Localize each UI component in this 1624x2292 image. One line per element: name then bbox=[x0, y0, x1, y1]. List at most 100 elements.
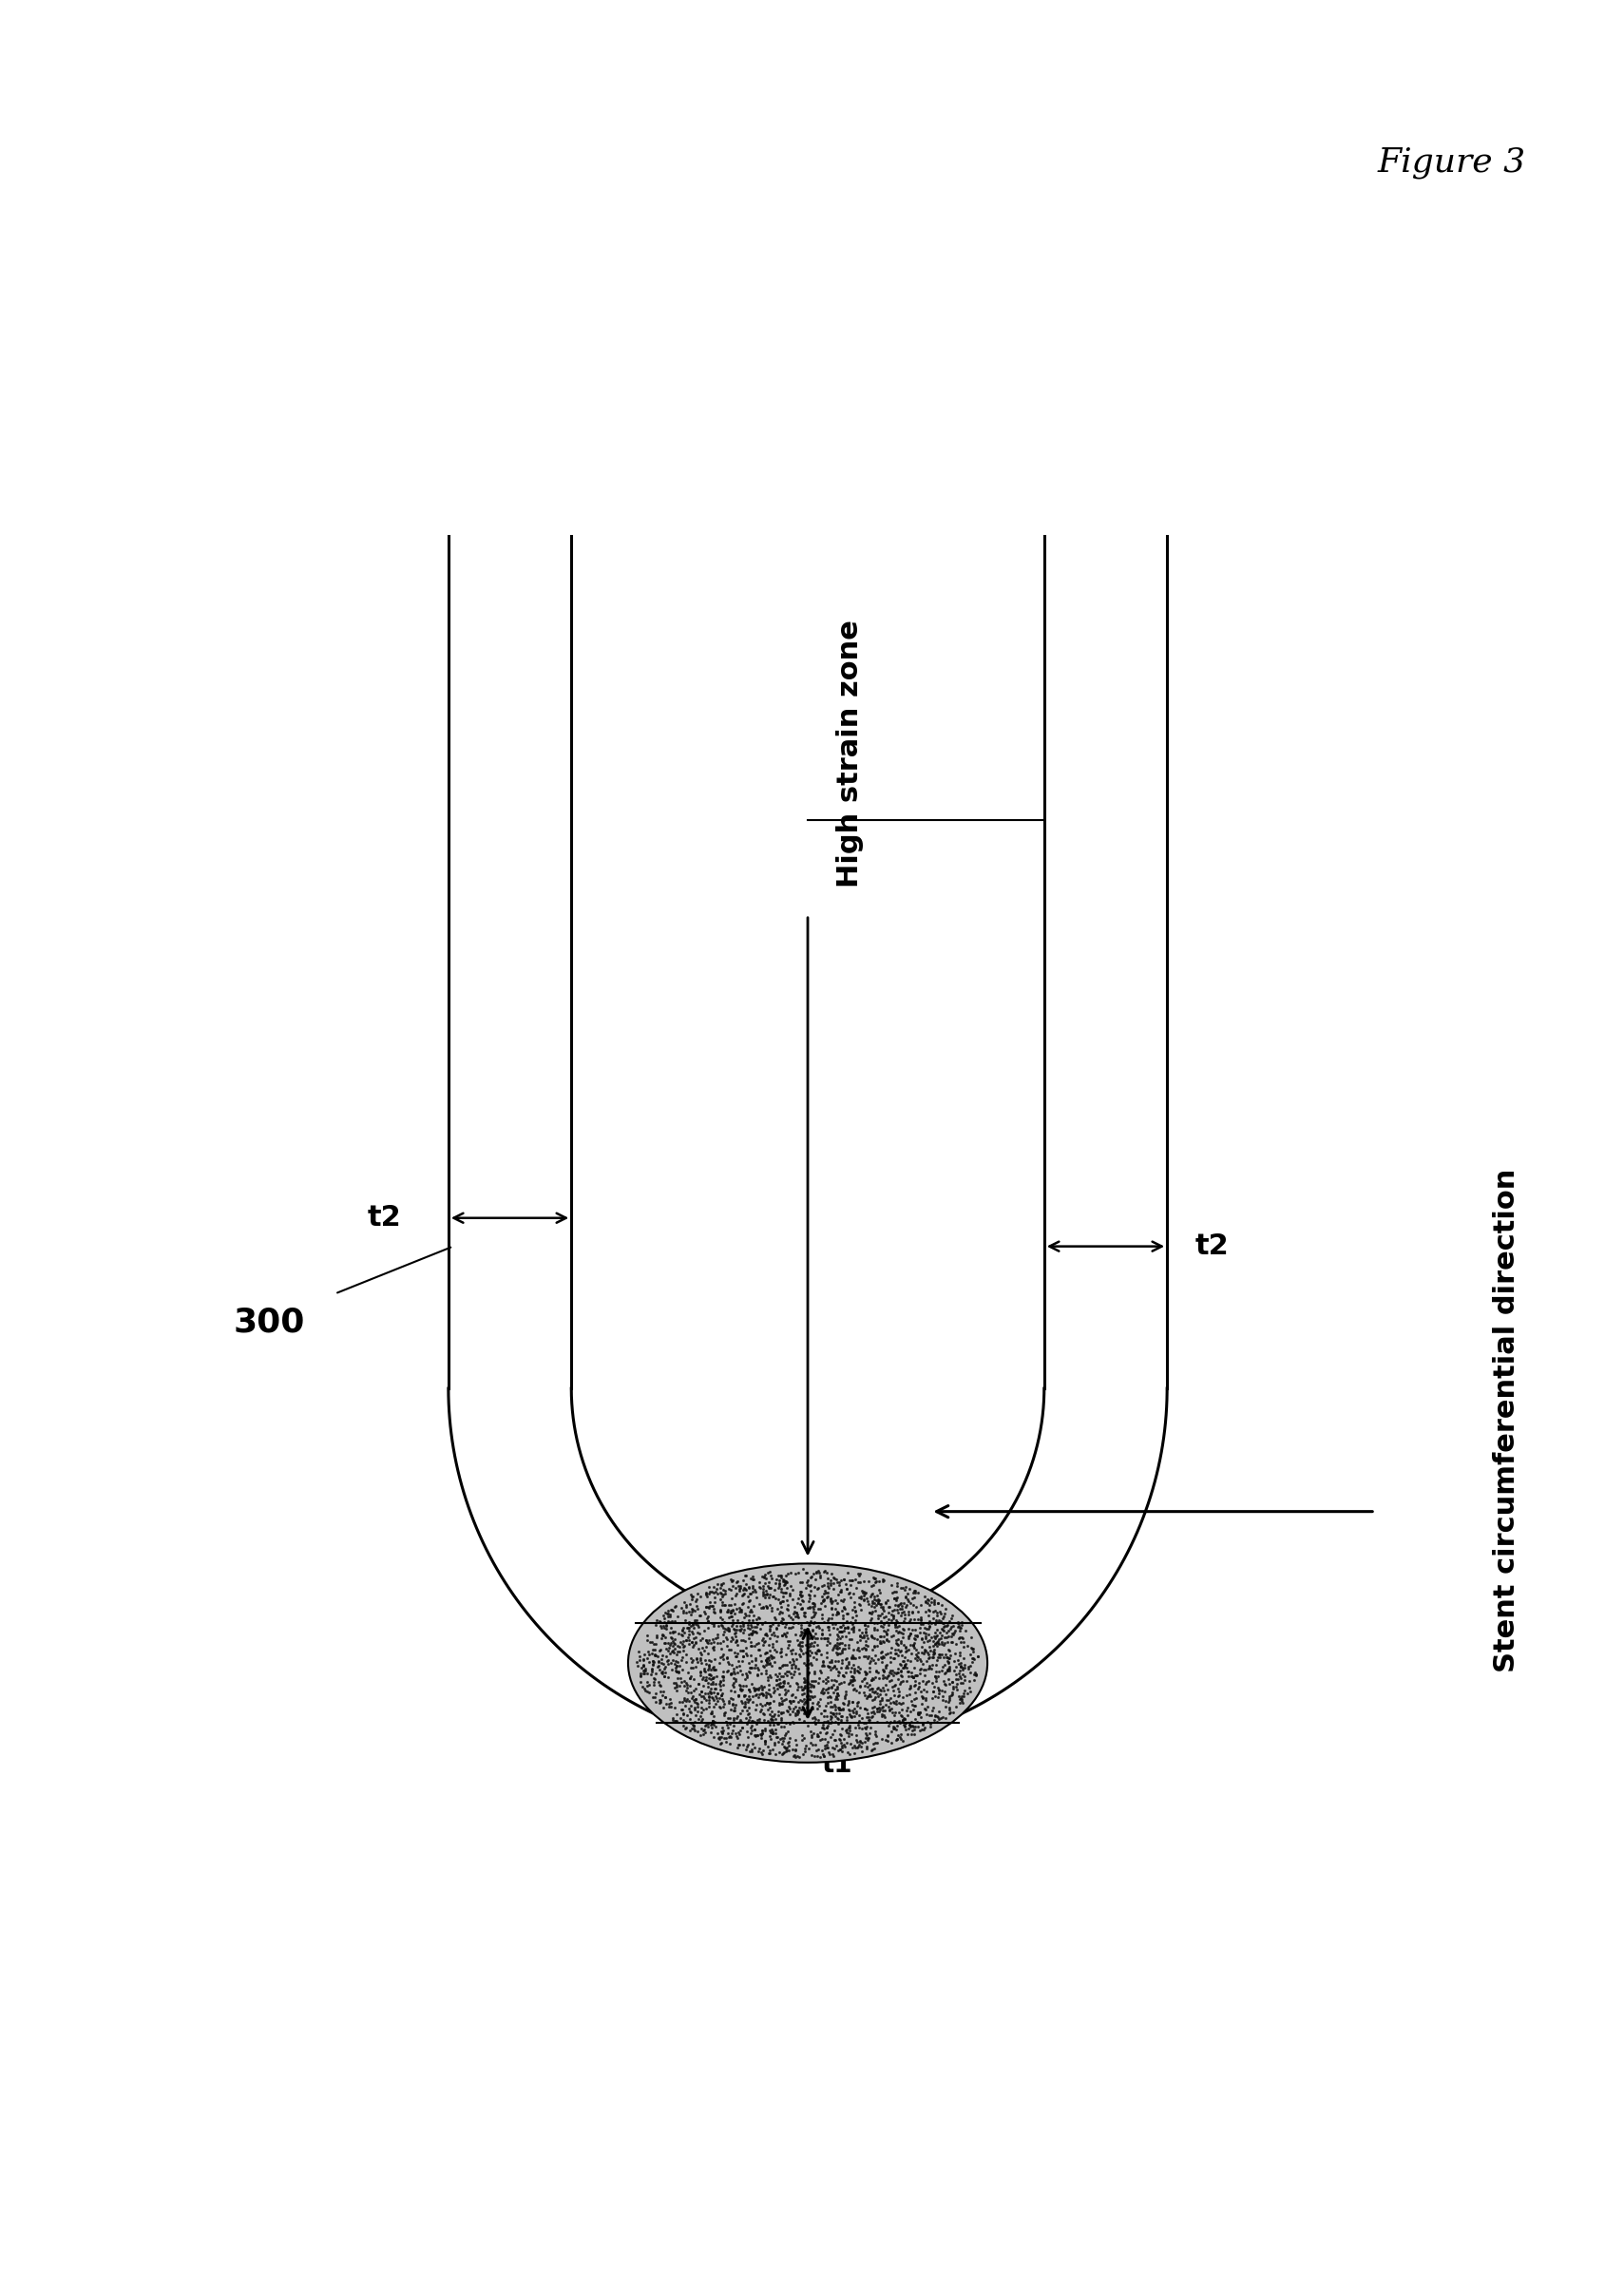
Point bbox=[802, 1705, 828, 1742]
Point bbox=[801, 1604, 827, 1641]
Point bbox=[888, 1657, 914, 1694]
Point bbox=[633, 1673, 659, 1710]
Point bbox=[903, 1680, 929, 1717]
Point bbox=[658, 1591, 684, 1627]
Point bbox=[630, 1669, 656, 1705]
Point bbox=[723, 1639, 749, 1675]
Point bbox=[648, 1641, 674, 1678]
Point bbox=[861, 1565, 887, 1602]
Point bbox=[643, 1685, 669, 1721]
Point bbox=[736, 1719, 762, 1756]
Point bbox=[706, 1591, 732, 1627]
Point bbox=[908, 1607, 934, 1643]
Point bbox=[807, 1559, 833, 1595]
Point bbox=[895, 1641, 921, 1678]
Point bbox=[801, 1662, 827, 1698]
Point bbox=[853, 1575, 879, 1611]
Point bbox=[658, 1646, 684, 1682]
Point bbox=[799, 1666, 825, 1703]
Point bbox=[919, 1664, 945, 1701]
Point bbox=[882, 1666, 908, 1703]
Point bbox=[656, 1630, 682, 1666]
Point bbox=[846, 1639, 872, 1675]
Point bbox=[654, 1593, 680, 1630]
Point bbox=[830, 1689, 856, 1726]
Point bbox=[874, 1616, 900, 1653]
Point bbox=[908, 1698, 934, 1735]
Point bbox=[749, 1591, 775, 1627]
Point bbox=[791, 1643, 817, 1680]
Point bbox=[719, 1666, 745, 1703]
Point bbox=[653, 1625, 679, 1662]
Point bbox=[883, 1625, 909, 1662]
Point bbox=[887, 1673, 913, 1710]
Point bbox=[827, 1691, 853, 1728]
Point bbox=[741, 1712, 767, 1749]
Point bbox=[768, 1735, 794, 1772]
Point bbox=[762, 1724, 788, 1760]
Point bbox=[669, 1639, 695, 1675]
Point bbox=[770, 1604, 796, 1641]
Point bbox=[809, 1586, 835, 1623]
Point bbox=[641, 1659, 667, 1696]
Point bbox=[680, 1678, 706, 1714]
Point bbox=[828, 1664, 854, 1701]
Point bbox=[859, 1618, 885, 1655]
Point bbox=[677, 1701, 703, 1737]
Point bbox=[640, 1625, 666, 1662]
Point bbox=[903, 1632, 929, 1669]
Point bbox=[827, 1730, 853, 1767]
Point bbox=[676, 1616, 702, 1653]
Point bbox=[861, 1588, 887, 1625]
Point bbox=[700, 1703, 726, 1740]
Point bbox=[791, 1696, 817, 1733]
Point bbox=[784, 1691, 810, 1728]
Point bbox=[931, 1662, 957, 1698]
Point bbox=[882, 1607, 908, 1643]
Point bbox=[796, 1577, 822, 1614]
Point bbox=[747, 1611, 773, 1648]
Point bbox=[830, 1728, 856, 1765]
Point bbox=[909, 1680, 935, 1717]
Point bbox=[931, 1604, 957, 1641]
Point bbox=[940, 1653, 966, 1689]
Point bbox=[950, 1639, 976, 1675]
Point bbox=[896, 1708, 922, 1744]
Point bbox=[890, 1705, 916, 1742]
Point bbox=[888, 1570, 914, 1607]
Point bbox=[955, 1650, 981, 1687]
Point bbox=[844, 1728, 870, 1765]
Point bbox=[931, 1611, 957, 1648]
Point bbox=[718, 1595, 744, 1632]
Point bbox=[926, 1701, 952, 1737]
Point bbox=[883, 1579, 909, 1616]
Point bbox=[650, 1598, 676, 1634]
Point bbox=[901, 1650, 927, 1687]
Point bbox=[836, 1696, 862, 1733]
Point bbox=[859, 1662, 885, 1698]
Point bbox=[796, 1730, 822, 1767]
Point bbox=[835, 1646, 861, 1682]
Point bbox=[799, 1625, 825, 1662]
Point bbox=[885, 1586, 911, 1623]
Point bbox=[799, 1678, 825, 1714]
Point bbox=[768, 1602, 794, 1639]
Point bbox=[806, 1607, 831, 1643]
Point bbox=[937, 1636, 963, 1673]
Point bbox=[957, 1655, 983, 1691]
Point bbox=[729, 1591, 755, 1627]
Point bbox=[692, 1714, 718, 1751]
Point bbox=[890, 1650, 916, 1687]
Point bbox=[739, 1730, 765, 1767]
Point bbox=[853, 1666, 879, 1703]
Point bbox=[736, 1703, 762, 1740]
Point bbox=[747, 1703, 773, 1740]
Point bbox=[771, 1708, 797, 1744]
Point bbox=[841, 1653, 867, 1689]
Point bbox=[947, 1646, 973, 1682]
Point bbox=[721, 1669, 747, 1705]
Point bbox=[893, 1579, 919, 1616]
Point bbox=[742, 1717, 768, 1753]
Point bbox=[773, 1691, 799, 1728]
Point bbox=[747, 1714, 773, 1751]
